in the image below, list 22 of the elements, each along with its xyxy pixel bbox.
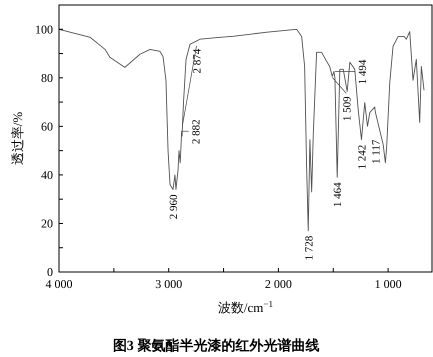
y-tick-label: 100 bbox=[35, 22, 53, 36]
annotation: 1 242 bbox=[356, 144, 369, 170]
y-tick-label: 0 bbox=[47, 265, 53, 279]
y-tick-label: 80 bbox=[41, 70, 53, 85]
y-tick-label: 40 bbox=[41, 168, 53, 182]
x-axis-title: 波数/cm$^{−1}$ bbox=[218, 299, 274, 315]
annotation: 1 728 bbox=[303, 235, 316, 260]
text: 图3 聚氨酯半光漆的红外光谱曲线 bbox=[112, 337, 320, 354]
annotation: 2 874 bbox=[192, 48, 204, 74]
x-tick-label: 4 000 bbox=[46, 277, 72, 291]
annotation: 1 509 bbox=[341, 96, 354, 122]
x-tick-label: 1 000 bbox=[374, 277, 402, 291]
annotation: 2 960 bbox=[168, 194, 180, 220]
annotation: 1 464 bbox=[332, 182, 344, 208]
x-tick-label: 2 000 bbox=[264, 277, 292, 291]
y-tick-label: 60 bbox=[41, 119, 53, 134]
annotation: 1 117 bbox=[370, 139, 382, 164]
x-tick-label: 3 000 bbox=[155, 277, 182, 291]
y-axis-title: 透过率/% bbox=[10, 112, 25, 166]
y-tick-label: 20 bbox=[41, 216, 53, 230]
annotation: 1 494 bbox=[356, 59, 369, 84]
annotation: 2 882 bbox=[190, 119, 203, 144]
